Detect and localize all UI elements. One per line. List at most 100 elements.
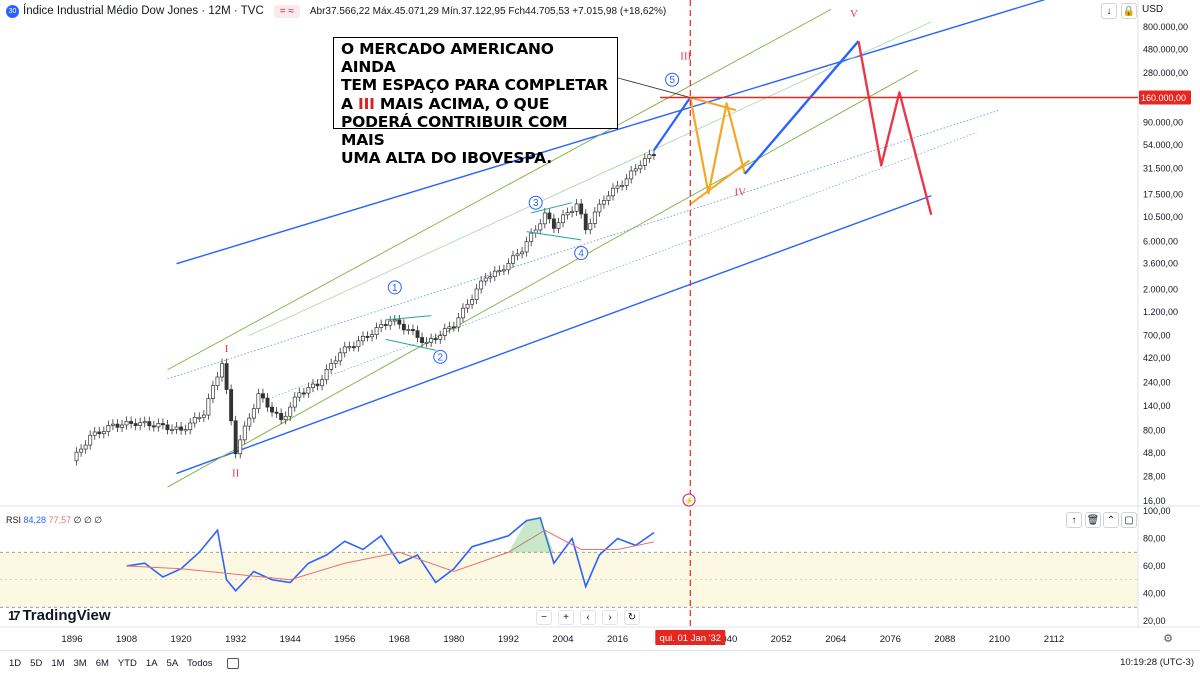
timeframe-1a[interactable]: 1A — [145, 657, 158, 669]
delete-icon[interactable]: 🗑 — [1085, 512, 1101, 528]
rsi-ma-line — [126, 529, 655, 581]
price-tick-label: 17.500,00 — [1143, 189, 1183, 199]
calendar-icon[interactable] — [226, 657, 239, 669]
timeframe-1d[interactable]: 1D — [9, 657, 22, 669]
wave-label-3-circle — [528, 195, 543, 210]
wave-label-2: 2 — [437, 352, 443, 363]
candle — [201, 414, 206, 418]
candle — [501, 269, 506, 272]
timeframe-1m[interactable]: 1M — [51, 657, 65, 669]
candle — [238, 439, 243, 455]
candle — [347, 346, 352, 349]
candle — [197, 416, 202, 419]
dji-icon[interactable]: 30 — [6, 4, 19, 18]
candle — [374, 327, 379, 336]
maximize-icon[interactable]: ▢ — [1121, 512, 1137, 528]
timeframe-5a[interactable]: 5A — [166, 657, 179, 669]
wave-v-leg — [743, 40, 860, 175]
scroll-left-button[interactable]: ‹ — [580, 610, 596, 625]
candle — [115, 423, 120, 428]
analysis-callout[interactable]: O MERCADO AMERICANO AINDA TEM ESPAÇO PAR… — [333, 37, 618, 167]
candle — [92, 431, 97, 436]
compare-chip[interactable]: = ≈ — [273, 4, 300, 18]
candle — [329, 363, 334, 370]
callout-line-4: PODERÁ CONTRIBUIR COM MAIS — [341, 112, 568, 150]
candle — [320, 379, 324, 387]
price-tick-label: 420,00 — [1143, 353, 1171, 363]
candle — [165, 424, 170, 431]
candle — [311, 383, 315, 388]
wave-label-iv: IV — [735, 187, 747, 199]
time-tick-label: 1968 — [389, 634, 410, 645]
wave-label-v: V — [850, 8, 858, 20]
gear-icon: ⚙ — [1163, 633, 1173, 645]
timeframe-ytd[interactable]: YTD — [117, 657, 137, 669]
timeframe-5d[interactable]: 5D — [30, 657, 43, 669]
arrow-up-icon[interactable]: ↑ — [1066, 512, 1082, 528]
candle — [256, 393, 261, 410]
price-label-bg — [1139, 90, 1191, 105]
candle — [379, 324, 384, 328]
ohlc-values: Abr37.566,22 Máx.45.071,29 Mín.37.122,95… — [309, 5, 667, 17]
candle — [188, 422, 193, 431]
candle — [597, 203, 602, 213]
candle — [292, 396, 297, 408]
price-tick-label: 90.000,00 — [1143, 118, 1183, 128]
channel-green-lower — [167, 69, 918, 488]
candle — [547, 212, 552, 220]
chart-canvas[interactable]: 800.000,00 480.000,00 280.000,00 90.000,00 5… — [0, 0, 1200, 650]
candle — [565, 212, 570, 216]
channel-green-faint — [249, 21, 932, 336]
symbol-title[interactable]: Índice Industrial Médio Dow Jones · 12M … — [23, 5, 264, 17]
wave-label-5: 5 — [669, 75, 675, 86]
candle — [420, 337, 425, 343]
candle — [147, 421, 152, 427]
price-tick-label: 10.500,00 — [1143, 212, 1183, 222]
candle — [265, 397, 270, 408]
rsi-legend[interactable]: RSI 84,28 77,57 ∅ ∅ ∅ — [6, 515, 103, 525]
scroll-right-button[interactable]: › — [602, 610, 618, 625]
candle — [465, 303, 470, 309]
sub-triangle3-lower — [526, 231, 582, 241]
collapse-icon[interactable]: ⌃ — [1103, 512, 1119, 528]
candle — [411, 329, 415, 332]
candle — [474, 288, 479, 300]
candle — [615, 185, 620, 189]
timeframe-6m[interactable]: 6M — [95, 657, 109, 669]
candle — [342, 346, 347, 354]
lock-icon[interactable]: 🔒 — [1121, 3, 1137, 19]
callout-line-5: UMA ALTA DO IBOVESPA. — [341, 149, 552, 168]
arrow-down-icon[interactable]: ↓ — [1101, 3, 1117, 19]
candle — [220, 363, 224, 378]
candle — [210, 385, 215, 399]
wave-label-1-circle — [387, 280, 402, 295]
rsi-tick-label: 100,00 — [1143, 506, 1171, 516]
candle — [461, 307, 465, 319]
time-tick-label: 2040 — [716, 634, 737, 645]
time-tick-label: 2112 — [1044, 634, 1064, 645]
price-tick-label: 700,00 — [1143, 330, 1171, 340]
timeframe-3m[interactable]: 3M — [73, 657, 87, 669]
candle — [79, 448, 84, 453]
reset-button[interactable]: ↻ — [624, 610, 640, 625]
candle — [397, 319, 402, 325]
timeframe-todos[interactable]: Todos — [187, 657, 213, 669]
wave-label-iii: III — [680, 51, 691, 63]
price-tick-label: 800.000,00 — [1143, 22, 1188, 32]
zoom-out-button[interactable]: − — [536, 610, 552, 625]
candle — [124, 421, 129, 426]
price-tick-label: 6.000,00 — [1143, 236, 1178, 246]
wave-label-2-circle — [433, 349, 448, 364]
zoom-in-button[interactable]: + — [558, 610, 574, 625]
price-tick-label: 480.000,00 — [1143, 44, 1188, 54]
currency-label[interactable]: USD — [1142, 4, 1164, 15]
candle — [101, 431, 106, 435]
candle — [174, 426, 179, 430]
candle — [129, 421, 134, 424]
time-tick-label: 2064 — [825, 634, 846, 645]
candle — [515, 253, 520, 257]
rsi-tick-label: 20,00 — [1143, 616, 1166, 626]
candle — [561, 214, 565, 224]
candle — [442, 328, 447, 336]
candle — [592, 211, 597, 224]
